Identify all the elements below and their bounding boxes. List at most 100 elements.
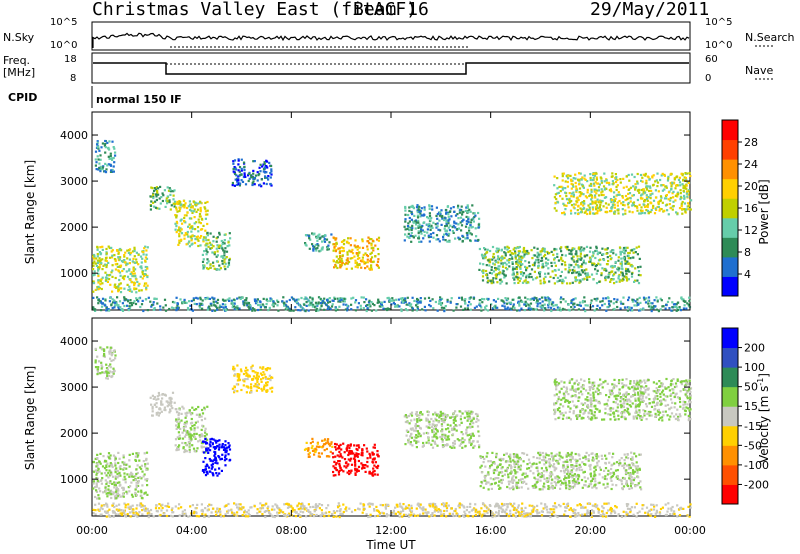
echo-cell [246,377,249,381]
echo-cell [175,231,178,234]
echo-cell [441,430,444,433]
echo-cell [364,252,367,255]
echo-cell [492,262,495,265]
echo-cell [640,188,643,192]
echo-cell [429,235,433,238]
echo-cell [510,252,513,255]
echo-cell [356,306,359,309]
echo-cell [532,298,535,301]
echo-cell [265,369,268,372]
echo-cell [150,303,154,307]
echo-cell [183,214,186,217]
echo-cell [205,244,208,247]
echo-cell [253,298,256,301]
echo-cell [204,465,207,468]
echo-cell [307,309,310,312]
echo-cell [236,179,239,182]
echo-cell [593,188,596,191]
echo-cell [105,168,108,171]
echo-cell [588,250,592,253]
echo-cell [496,464,499,467]
echo-cell [407,414,410,418]
echo-cell [263,386,266,389]
echo-cell [596,198,599,201]
echo-cell [116,304,119,307]
echo-cell [195,296,198,299]
echo-cell [348,449,351,452]
echo-cell [106,164,109,167]
echo-cell [513,246,516,250]
echo-cell [115,467,118,470]
echo-cell [96,462,99,465]
echo-cell [260,387,263,390]
echo-cell [589,258,592,261]
echo-cell [611,474,614,478]
echo-cell [481,279,485,282]
echo-cell [255,385,258,388]
echo-cell [94,262,97,265]
echo-cell [370,238,373,241]
echo-cell [628,251,631,255]
echo-cell [563,211,566,214]
echo-cell [108,469,111,472]
echo-cell [165,199,168,202]
echo-cell [108,474,111,477]
echo-cell [231,301,234,304]
echo-cell [621,196,624,199]
echo-cell [403,415,406,418]
echo-cell [135,452,138,455]
echo-cell [616,193,619,196]
echo-cell [624,194,628,198]
echo-cell [180,412,183,415]
echo-cell [319,249,322,252]
echo-cell [419,230,422,233]
echo-cell [468,440,471,444]
echo-cell [484,306,487,309]
echo-cell [106,346,109,349]
echo-cell [606,256,609,259]
echo-cell [451,428,454,432]
echo-cell [266,377,269,380]
echo-cell [627,173,630,177]
echo-cell [488,264,491,267]
echo-cell [103,472,107,475]
echo-cell [271,303,274,306]
echo-cell [193,235,196,238]
echo-cell [125,270,128,273]
echo-cell [338,460,341,463]
echo-cell [106,495,109,498]
echo-cell [96,373,99,376]
echo-cell [338,254,342,257]
echo-cell [197,218,200,221]
echo-cell [364,261,367,264]
echo-cell [206,213,209,216]
echo-cell [154,193,158,196]
echo-cell [107,452,111,455]
echo-cell [175,225,178,228]
echo-cell [354,301,357,304]
echo-cell [111,158,114,161]
echo-cell [187,205,190,208]
echo-cell [250,367,253,370]
echo-cell [638,257,641,260]
echo-cell [354,239,357,242]
echo-cell [439,211,442,214]
echo-cell [110,471,113,474]
echo-cell [188,240,191,243]
echo-cell [107,245,110,248]
echo-cell [358,446,361,449]
echo-cell [406,235,409,238]
echo-cell [453,210,456,213]
echo-cell [636,182,639,185]
echo-cell [468,438,471,441]
echo-cell [177,412,181,415]
echo-cell [163,189,166,192]
echo-cell [201,412,205,415]
echo-cell [588,194,591,198]
echo-cell [299,309,302,312]
echo-cell [186,206,189,210]
echo-cell [231,184,234,187]
echo-cell [572,247,576,251]
echo-cell [209,263,212,266]
echo-cell [105,482,108,485]
